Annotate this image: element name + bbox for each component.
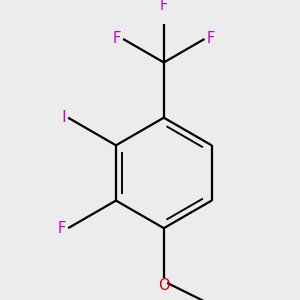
Text: F: F (160, 0, 168, 13)
Text: F: F (113, 32, 121, 46)
Text: I: I (61, 110, 66, 125)
Text: F: F (58, 221, 66, 236)
Text: O: O (158, 278, 169, 293)
Text: F: F (207, 32, 215, 46)
